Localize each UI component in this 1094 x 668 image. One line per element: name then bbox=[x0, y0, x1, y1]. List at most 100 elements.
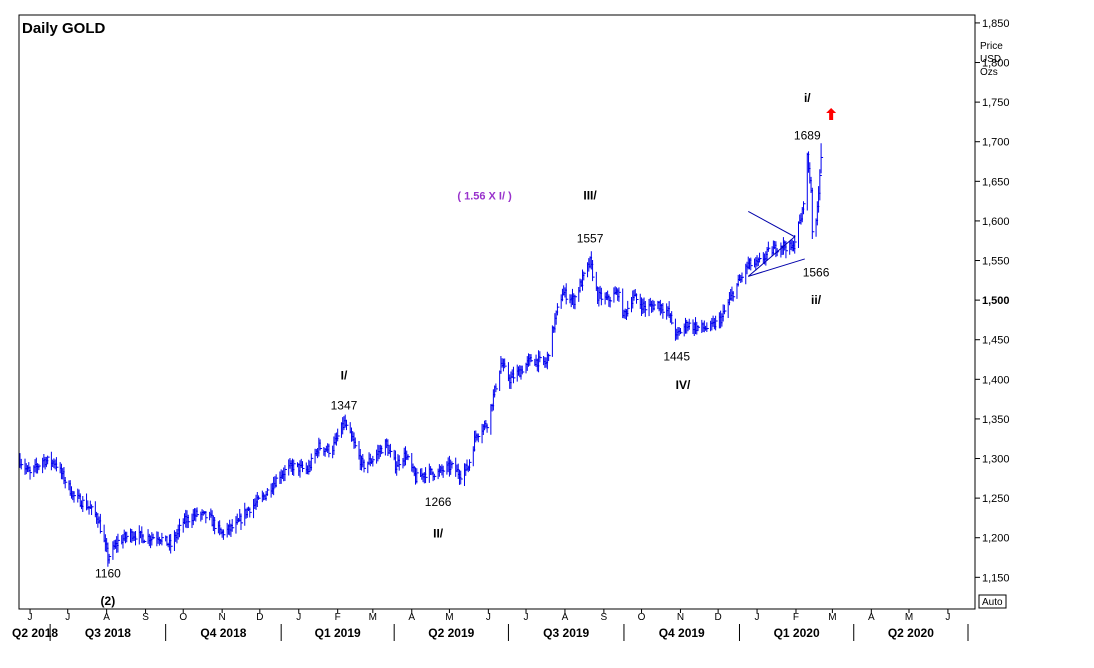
price-bar bbox=[741, 272, 744, 283]
x-month-label: N bbox=[219, 612, 226, 623]
y-axis-title: Ozs bbox=[980, 67, 998, 78]
price-bar bbox=[187, 514, 191, 529]
price-bar bbox=[152, 533, 156, 540]
y-tick-label: 1,400 bbox=[982, 374, 1010, 386]
x-month-label: M bbox=[445, 612, 453, 623]
x-month-label: A bbox=[562, 612, 569, 623]
y-tick-label: 1,150 bbox=[982, 572, 1010, 584]
price-bar bbox=[732, 291, 736, 302]
x-month-label: M bbox=[905, 612, 913, 623]
price-bar bbox=[750, 257, 753, 271]
price-bar bbox=[91, 504, 94, 516]
y-axis-title: Price bbox=[980, 41, 1003, 52]
price-bar bbox=[460, 470, 463, 485]
y-tick-label: 1,500 bbox=[982, 295, 1010, 307]
x-month-label: J bbox=[945, 612, 950, 623]
x-month-label: A bbox=[868, 612, 875, 623]
price-bar bbox=[811, 187, 815, 240]
price-bar bbox=[715, 315, 718, 331]
auto-scale-label: Auto bbox=[982, 597, 1003, 608]
red-up-arrow-icon bbox=[826, 108, 837, 120]
price-bar bbox=[600, 287, 604, 306]
y-axis: Price USD Ozs 1,150 1,200 1,250 1,300 1,350 1,40… bbox=[975, 18, 1010, 609]
triangle-pattern-upper bbox=[747, 210, 796, 277]
price-bar bbox=[627, 300, 630, 317]
y-tick-label: 1,200 bbox=[982, 533, 1010, 545]
price-bar bbox=[108, 553, 112, 564]
triangle-pattern-lower bbox=[748, 258, 805, 277]
price-bar bbox=[126, 531, 129, 543]
x-month-label: S bbox=[601, 612, 608, 623]
y-tick-label: 1,850 bbox=[982, 18, 1010, 30]
price-bar bbox=[293, 459, 296, 476]
wave-annotations: 1160 (2) I/1347 1266 II/ ( 1.56 X I/ ) III/155… bbox=[95, 91, 830, 608]
price-bar bbox=[310, 453, 314, 471]
wave-label: 1566 bbox=[803, 265, 830, 279]
price-bar bbox=[451, 461, 454, 469]
y-tick-label: 1,800 bbox=[982, 58, 1010, 70]
price-bar bbox=[794, 234, 797, 254]
price-bar bbox=[530, 354, 534, 363]
price-bar bbox=[636, 293, 639, 304]
x-month-label: F bbox=[793, 612, 799, 623]
price-bar bbox=[222, 529, 226, 540]
x-quarter-label: Q2 2019 bbox=[428, 626, 474, 640]
price-bar bbox=[231, 519, 235, 532]
price-bar bbox=[565, 283, 569, 305]
x-quarter-label: Q2 2020 bbox=[888, 626, 934, 640]
price-bar bbox=[117, 533, 120, 553]
x-quarter-label: Q4 2019 bbox=[659, 626, 705, 640]
x-quarter-label: Q3 2019 bbox=[543, 626, 589, 640]
price-bar bbox=[433, 473, 437, 481]
price-bar bbox=[398, 455, 402, 471]
x-quarter-label: Q1 2020 bbox=[774, 626, 820, 640]
price-bar bbox=[170, 534, 173, 554]
price-bar bbox=[363, 459, 367, 473]
price-bar bbox=[592, 259, 595, 282]
price-bar bbox=[372, 455, 375, 467]
y-tick-label: 1,700 bbox=[982, 137, 1010, 149]
price-bar bbox=[679, 328, 683, 335]
price-bar bbox=[258, 495, 261, 500]
price-bar bbox=[407, 454, 410, 461]
price-bar bbox=[214, 516, 217, 535]
y-tick-label: 1,350 bbox=[982, 414, 1010, 426]
wave-label: II/ bbox=[433, 527, 444, 541]
price-bar bbox=[161, 532, 164, 546]
price-bar bbox=[583, 271, 586, 281]
price-bar bbox=[196, 507, 200, 517]
price-bar bbox=[55, 457, 59, 472]
overlays bbox=[747, 108, 837, 277]
price-bar bbox=[706, 322, 709, 332]
wave-label: 1347 bbox=[331, 398, 358, 412]
price-bar bbox=[548, 353, 551, 362]
price-bar bbox=[521, 365, 525, 375]
price-bar bbox=[425, 467, 428, 484]
price-bar bbox=[99, 513, 103, 534]
x-month-label: A bbox=[408, 612, 415, 623]
x-month-label: O bbox=[638, 612, 646, 623]
price-bar bbox=[345, 419, 349, 431]
price-bar bbox=[671, 311, 674, 325]
x-month-label: S bbox=[142, 612, 149, 623]
price-bar bbox=[819, 169, 822, 201]
price-bar bbox=[73, 490, 76, 503]
price-bar bbox=[469, 459, 472, 471]
wave-label: 1689 bbox=[794, 128, 821, 142]
price-bar bbox=[135, 530, 138, 546]
chart-title: Daily GOLD bbox=[22, 20, 106, 37]
wave-label: (2) bbox=[101, 594, 116, 608]
price-bar bbox=[178, 518, 182, 538]
price-bar bbox=[29, 466, 33, 480]
price-bar bbox=[539, 351, 542, 363]
wave-label: IV/ bbox=[676, 378, 691, 392]
price-bar bbox=[556, 303, 560, 316]
price-bar bbox=[82, 496, 85, 513]
wave-label: 1557 bbox=[577, 231, 604, 245]
price-bar bbox=[618, 287, 621, 302]
price-bar bbox=[697, 325, 701, 332]
price-bar bbox=[477, 433, 481, 443]
x-month-label: J bbox=[296, 612, 301, 623]
price-bar bbox=[20, 458, 24, 470]
